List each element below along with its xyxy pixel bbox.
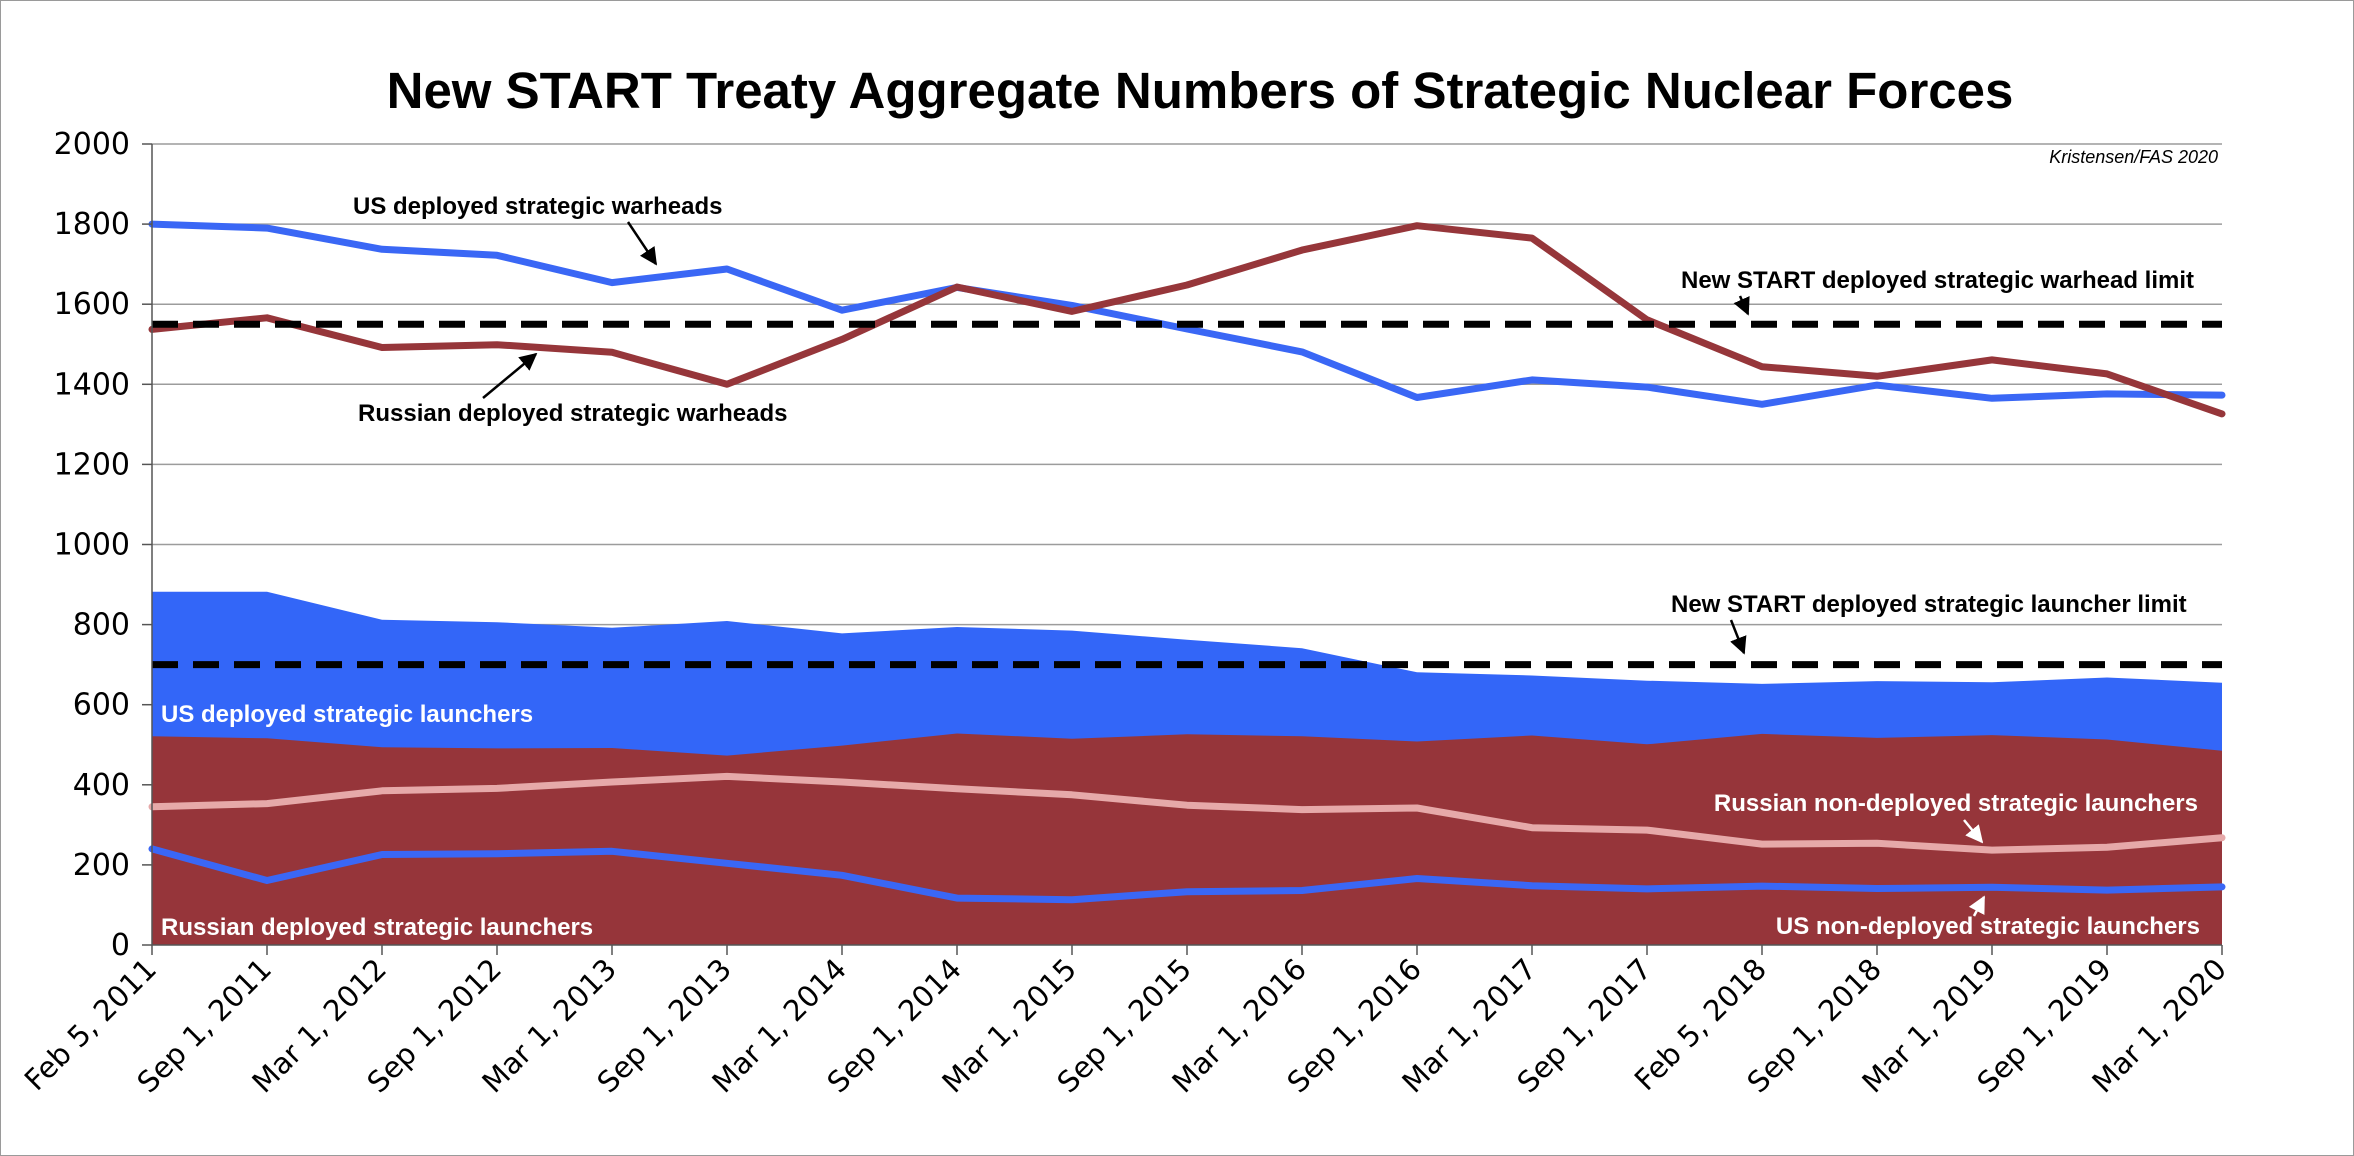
credit-label: Kristensen/FAS 2020 <box>2049 147 2218 167</box>
line-layer <box>148 220 2226 904</box>
axis-layer <box>142 143 2223 955</box>
y-tick-label: 2000 <box>54 127 130 162</box>
y-tick-label: 1200 <box>54 447 130 482</box>
arrow-russian-nondeployed-launchers <box>1963 819 1984 844</box>
arrow-russian-deployed-warheads <box>482 352 538 399</box>
y-tick-label: 0 <box>111 928 130 963</box>
y-tick-label: 1800 <box>54 207 130 242</box>
y-tick-label: 200 <box>73 848 130 883</box>
annotation-layer: US deployed strategic warheads Russian d… <box>161 193 2200 941</box>
arrow-launcher-limit <box>1729 619 1747 655</box>
y-tick-labels: 0 200 400 600 800 1000 1200 1400 1600 1800 2000 <box>54 127 130 963</box>
label-us-deployed-warheads: US deployed strategic warheads <box>353 193 722 220</box>
arrow-warhead-limit <box>1733 295 1750 316</box>
label-us-deployed-launchers: US deployed strategic launchers <box>161 701 533 728</box>
label-russian-deployed-warheads: Russian deployed strategic warheads <box>358 400 787 427</box>
label-russian-nondeployed-launchers: Russian non-deployed strategic launchers <box>1714 790 2198 817</box>
y-tick-label: 600 <box>73 688 130 723</box>
label-us-nondeployed-launchers: US non-deployed strategic launchers <box>1776 913 2200 940</box>
line-series-0 <box>148 220 2226 408</box>
y-tick-label: 400 <box>73 768 130 803</box>
y-tick-label: 800 <box>73 608 130 643</box>
label-warhead-limit: New START deployed strategic warhead lim… <box>1681 267 2194 294</box>
chart-title: New START Treaty Aggregate Numbers of St… <box>387 62 2014 119</box>
arrow-us-deployed-warheads <box>626 221 658 266</box>
y-tick-label: 1000 <box>54 528 130 563</box>
y-tick-label: 1600 <box>54 287 130 322</box>
label-launcher-limit: New START deployed strategic launcher li… <box>1671 591 2187 618</box>
arrow-us-nondeployed-launchers <box>1968 895 1986 917</box>
limit-layer <box>152 320 2222 669</box>
y-tick-label: 1400 <box>54 367 130 402</box>
label-russian-deployed-launchers: Russian deployed strategic launchers <box>161 914 593 941</box>
area-series-3 <box>152 733 2222 945</box>
